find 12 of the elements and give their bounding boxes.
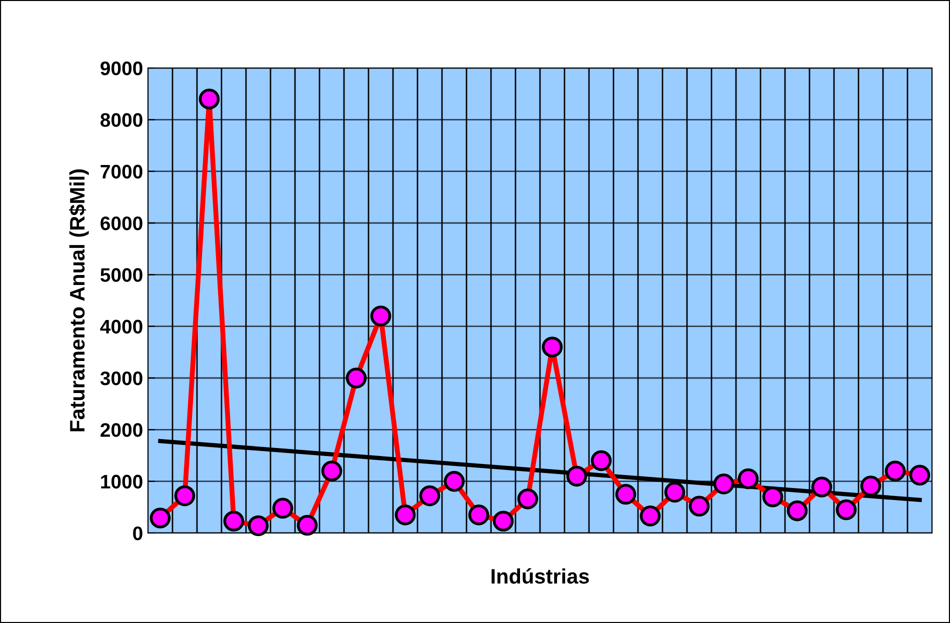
y-tick-label: 9000 [100, 61, 142, 76]
x-axis-title: Indústrias [492, 568, 589, 584]
y-tick-label: 1000 [101, 474, 142, 489]
y-tick-label: 3000 [100, 371, 142, 386]
y-tick-label: 5000 [100, 268, 142, 282]
y-axis-title: Faturamento Anual (R$Mil) [68, 169, 89, 432]
y-tick-label: 8000 [100, 113, 142, 127]
y-tick-label: 0 [133, 526, 142, 540]
y-tick-label: 2000 [100, 423, 142, 437]
y-tick-label: 6000 [100, 216, 142, 230]
y-tick-label: 4000 [100, 320, 142, 334]
y-tick-label: 7000 [100, 164, 142, 179]
